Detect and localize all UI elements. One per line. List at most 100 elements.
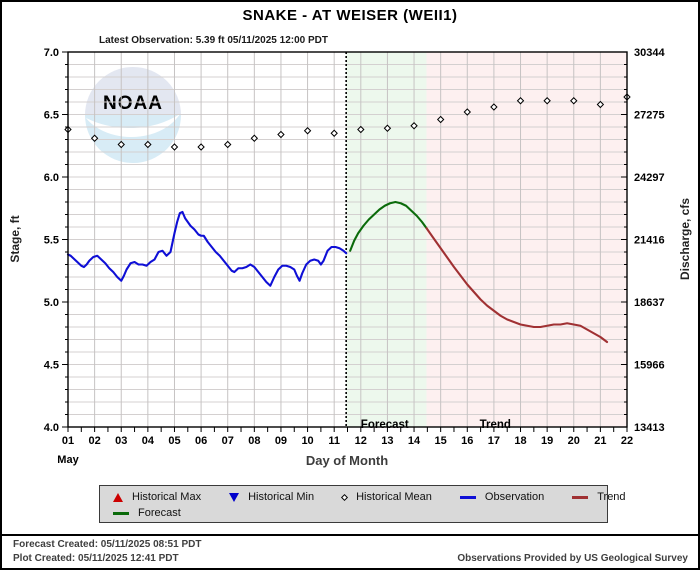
day-tick-label: 09 [275, 435, 287, 447]
historical-mean-marker [463, 108, 471, 116]
historical-mean-marker [197, 143, 205, 151]
discharge-tick-label: 24297 [634, 172, 665, 184]
day-tick-label: 05 [168, 435, 180, 447]
day-tick-label: 02 [88, 435, 100, 447]
page-title: SNAKE - AT WEISER (WEII1) [242, 7, 458, 24]
day-tick-label: 20 [568, 435, 580, 447]
month-label: May [57, 454, 79, 466]
svg-text:NOAA: NOAA [103, 93, 163, 114]
historical-mean-marker [277, 130, 285, 139]
historical-mean-marker [90, 134, 99, 142]
observation-line [66, 210, 348, 287]
historical-mean-marker [170, 143, 179, 151]
day-tick-label: 11 [328, 435, 340, 447]
discharge-tick-label: 30344 [634, 47, 665, 59]
forecast-region-label: Forecast [361, 419, 409, 431]
day-tick-label: 12 [355, 435, 367, 447]
stage-tick-label: 6.5 [44, 110, 59, 122]
historical-mean-marker [303, 127, 312, 135]
historical-max-triangle-icon [113, 492, 123, 502]
trend-line [425, 227, 609, 344]
day-tick-label: 04 [142, 435, 155, 447]
legend-item-historical-min: Historical Min [229, 491, 314, 503]
historical-mean-marker [117, 140, 125, 149]
discharge-tick-label: 13413 [634, 422, 665, 434]
legend-item-observation: Observation [459, 491, 545, 503]
legend-label: Historical Mean [356, 491, 432, 503]
legend: Historical Max Historical Min Historical… [99, 485, 626, 523]
historical-mean-marker [144, 140, 152, 149]
day-tick-label: 14 [408, 435, 421, 447]
legend-item-historical-max: Historical Max [113, 491, 201, 503]
day-tick-label: 15 [435, 435, 447, 447]
x-axis-title: Day of Month [305, 453, 389, 468]
forecast-created-text: Forecast Created: 05/11/2025 08:51 PDT [13, 539, 202, 550]
historical-mean-marker [410, 122, 418, 130]
legend-label: Forecast [138, 507, 181, 519]
forecast-series [349, 200, 428, 252]
legend-label: Observation [484, 491, 545, 503]
discharge-axis-title: Discharge, cfs [678, 197, 692, 281]
latest-observation-text: Latest Observation: 5.39 ft 05/11/2025 1… [99, 35, 328, 46]
legend-row-2: Forecast [113, 505, 607, 521]
legend-item-historical-mean: Historical Mean [341, 491, 432, 503]
day-tick-label: 19 [541, 435, 553, 447]
historical-mean-marker [570, 97, 578, 105]
day-tick-label: 17 [488, 435, 500, 447]
day-tick-label: 08 [248, 435, 260, 447]
historical-mean-marker [543, 97, 551, 105]
day-tick-label: 18 [514, 435, 526, 447]
stage-tick-label: 7.0 [44, 47, 59, 59]
historical-mean-marker [224, 140, 232, 149]
historical-mean-marker [383, 124, 392, 132]
footer-created-block: Forecast Created: 05/11/2025 08:51 PDT P… [13, 539, 201, 564]
stage-tick-label: 4.5 [44, 360, 59, 372]
legend-label: Trend [597, 491, 626, 503]
historical-mean-marker [516, 97, 525, 105]
trend-series [425, 227, 609, 344]
stage-tick-label: 6.0 [44, 172, 59, 184]
stage-axis-title: Stage, ft [8, 215, 22, 263]
day-tick-label: 01 [62, 435, 74, 447]
legend-item-trend: Trend [572, 491, 626, 503]
forecast-line [349, 200, 428, 252]
observation-line-icon [459, 495, 476, 499]
historical-mean-marker [250, 134, 259, 142]
day-tick-label: 07 [222, 435, 234, 447]
legend-row-1: Historical Max Historical Min Historical… [113, 489, 626, 505]
historical-mean-marker [436, 115, 445, 124]
discharge-tick-label: 21416 [634, 235, 665, 247]
day-tick-label: 06 [195, 435, 207, 447]
trend-region-label: Trend [480, 419, 511, 431]
historical-mean-marker [357, 125, 365, 134]
plot-created-text: Plot Created: 05/11/2025 12:41 PDT [13, 553, 179, 564]
historical-mean-points [64, 93, 631, 151]
hydrograph-chart: NOAA Forecast Trend 7.0 6.5 6.0 5.5 5.0 4.5 4.0 30… [44, 47, 666, 447]
discharge-tick-label: 18637 [634, 297, 665, 309]
forecast-line-icon [113, 511, 129, 515]
day-tick-label: 13 [381, 435, 393, 447]
usgs-credit-text: Observations Provided by US Geological S… [457, 553, 688, 564]
historical-mean-marker [330, 129, 338, 137]
historical-min-triangle-icon [229, 492, 240, 502]
footer: Forecast Created: 05/11/2025 08:51 PDT P… [2, 534, 698, 568]
discharge-tick-label: 15966 [634, 360, 665, 372]
day-tick-label: 03 [115, 435, 127, 447]
stage-tick-label: 4.0 [44, 422, 59, 434]
historical-mean-diamond-icon [341, 493, 349, 501]
legend-label: Historical Min [248, 491, 315, 503]
day-tick-label: 16 [461, 435, 473, 447]
axis-ticks [62, 51, 628, 432]
stage-tick-label: 5.0 [44, 297, 59, 309]
discharge-tick-label: 27275 [634, 110, 665, 122]
legend-label: Historical Max [132, 491, 202, 503]
trend-line-icon [572, 495, 589, 499]
historical-mean-marker [596, 100, 605, 109]
day-tick-label: 22 [621, 435, 633, 447]
historical-mean-marker [490, 103, 498, 111]
stage-tick-label: 5.5 [44, 235, 59, 247]
axis-tick-labels: 7.0 6.5 6.0 5.5 5.0 4.5 4.0 30344 27275 24297 2141… [44, 47, 666, 447]
observation-series [66, 210, 348, 287]
day-tick-label: 21 [594, 435, 606, 447]
